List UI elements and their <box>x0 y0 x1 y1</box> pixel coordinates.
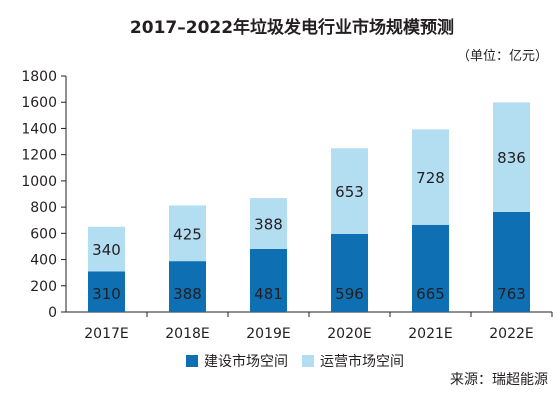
y-tick-label: 1400 <box>21 121 57 137</box>
unit-label: （单位：亿元） <box>457 49 548 64</box>
data-label: 728 <box>416 169 445 187</box>
y-tick-label: 800 <box>30 200 57 216</box>
data-label: 388 <box>254 216 283 234</box>
bar-construction-2021E <box>412 224 449 312</box>
bar-operation-2019E <box>250 198 287 249</box>
bar-operation-2022E <box>493 102 530 212</box>
y-tick-label: 1800 <box>21 69 57 85</box>
bars: 310 340 388 425 481 388 596 653 665 728 763 836 <box>88 102 530 312</box>
y-axis: 0 200 400 600 800 1000 1200 1400 1600 1800 <box>21 69 67 321</box>
bar-construction-2020E <box>331 233 368 312</box>
bar-operation-2018E <box>169 205 206 262</box>
x-tick-label: 2021E <box>408 326 452 342</box>
data-label: 388 <box>173 285 202 303</box>
x-axis: 2017E 2018E 2019E 2020E 2021E 2022E <box>66 311 553 342</box>
data-label: 653 <box>335 183 364 201</box>
y-tick-label: 1200 <box>21 148 57 164</box>
y-tick-label: 200 <box>30 279 57 295</box>
bar-construction-2017E <box>88 271 125 312</box>
x-tick-label: 2019E <box>246 326 290 342</box>
legend-swatch <box>186 355 198 367</box>
data-label: 310 <box>92 285 121 303</box>
data-label: 481 <box>254 285 283 303</box>
bar-operation-2021E <box>412 129 449 225</box>
y-tick-label: 0 <box>48 305 57 321</box>
data-label: 836 <box>497 149 526 167</box>
data-label: 340 <box>92 241 121 259</box>
x-tick-label: 2017E <box>84 326 128 342</box>
bar-construction-2019E <box>250 248 287 312</box>
bar-construction-2018E <box>169 261 206 312</box>
legend: 建设市场空间 运营市场空间 <box>186 353 404 370</box>
bar-operation-2020E <box>331 148 368 234</box>
data-label: 665 <box>416 285 445 303</box>
data-label: 763 <box>497 285 526 303</box>
legend-label: 运营市场空间 <box>320 353 404 370</box>
x-tick-label: 2022E <box>489 326 533 342</box>
bar-operation-2017E <box>88 226 125 272</box>
bar-construction-2022E <box>493 211 530 312</box>
y-tick-label: 1600 <box>21 95 57 111</box>
y-tick-label: 1000 <box>21 174 57 190</box>
legend-swatch <box>302 355 314 367</box>
legend-label: 建设市场空间 <box>204 353 288 370</box>
y-tick-label: 600 <box>30 226 57 242</box>
y-tick-label: 400 <box>30 253 57 269</box>
source-note: 来源：瑞超能源 <box>450 372 548 388</box>
data-label: 596 <box>335 285 364 303</box>
chart-title: 2017–2022年垃圾发电行业市场规模预测 <box>130 17 454 38</box>
x-tick-label: 2018E <box>165 326 209 342</box>
x-tick-label: 2020E <box>327 326 371 342</box>
data-label: 425 <box>173 225 202 243</box>
